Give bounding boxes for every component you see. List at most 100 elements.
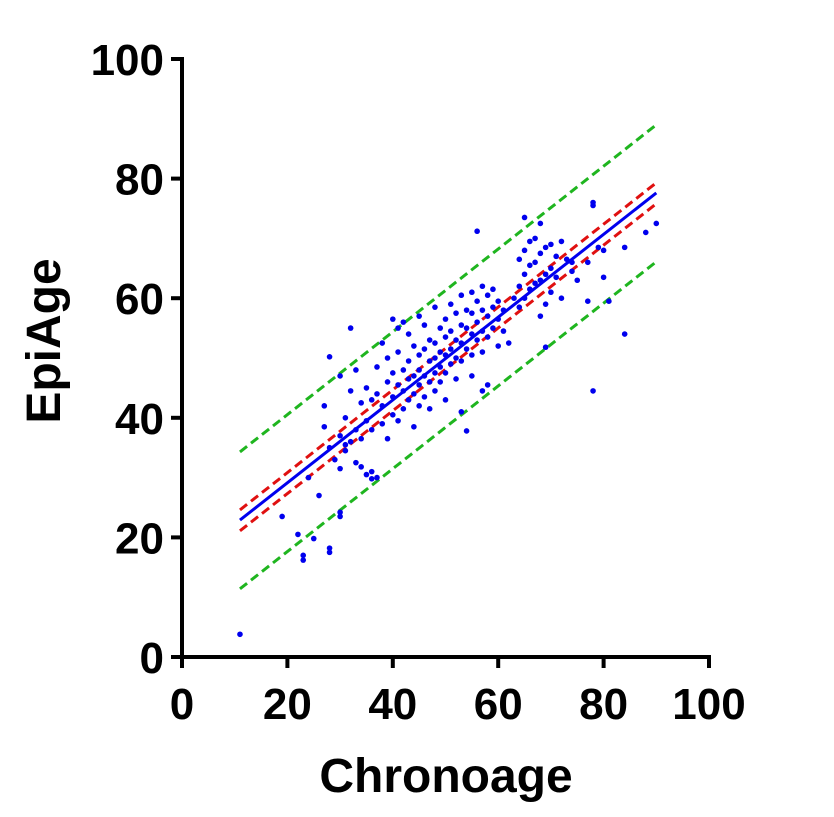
data-point bbox=[584, 298, 591, 304]
data-point bbox=[384, 435, 391, 442]
data-point bbox=[279, 513, 285, 520]
data-point bbox=[326, 444, 333, 451]
y-tick-label: 40 bbox=[115, 395, 164, 444]
data-point bbox=[569, 259, 575, 266]
data-point bbox=[458, 322, 465, 328]
data-point bbox=[426, 337, 433, 343]
data-point bbox=[474, 298, 480, 304]
data-point bbox=[421, 346, 428, 352]
data-point bbox=[590, 388, 596, 394]
data-point bbox=[390, 394, 396, 400]
data-point bbox=[527, 286, 533, 293]
data-point bbox=[411, 343, 417, 349]
data-point bbox=[432, 340, 438, 346]
data-point bbox=[337, 432, 343, 439]
data-point bbox=[447, 328, 454, 334]
data-point bbox=[326, 354, 333, 360]
data-point bbox=[479, 283, 486, 290]
data-point bbox=[463, 325, 470, 331]
data-point bbox=[458, 340, 465, 346]
data-point bbox=[458, 358, 465, 364]
data-point bbox=[553, 253, 559, 260]
data-point bbox=[437, 379, 444, 385]
data-point bbox=[558, 238, 565, 245]
data-point bbox=[437, 364, 444, 370]
data-point bbox=[374, 474, 380, 481]
y-axis-title: EpiAge bbox=[18, 258, 71, 423]
data-point bbox=[416, 403, 422, 409]
data-point bbox=[421, 394, 428, 400]
data-point bbox=[432, 355, 438, 361]
data-point bbox=[321, 423, 328, 430]
data-point bbox=[469, 310, 475, 316]
data-point bbox=[337, 465, 343, 472]
data-point bbox=[469, 373, 475, 379]
confidence-band-lower bbox=[239, 202, 658, 533]
data-point bbox=[411, 391, 417, 397]
data-point bbox=[368, 468, 375, 475]
data-point bbox=[300, 552, 307, 559]
data-point bbox=[379, 340, 386, 346]
data-point bbox=[474, 319, 480, 325]
data-point bbox=[353, 426, 359, 433]
data-point bbox=[337, 513, 343, 520]
data-point bbox=[384, 355, 391, 361]
data-point bbox=[426, 358, 433, 364]
data-point bbox=[447, 361, 454, 367]
ticks: 0 20 40 60 80 100 0 20 40 60 80 100 bbox=[91, 36, 746, 729]
data-point bbox=[453, 310, 459, 316]
data-point bbox=[237, 631, 243, 638]
data-point bbox=[590, 202, 596, 209]
data-point bbox=[421, 322, 428, 328]
data-point bbox=[326, 545, 333, 551]
data-point bbox=[584, 259, 591, 266]
data-point bbox=[542, 244, 549, 251]
data-point bbox=[537, 277, 544, 284]
data-point bbox=[405, 331, 412, 337]
data-point bbox=[347, 438, 354, 445]
data-point bbox=[474, 337, 480, 343]
y-tick-label: 20 bbox=[115, 514, 164, 563]
data-point bbox=[447, 301, 454, 307]
data-point bbox=[321, 403, 328, 409]
data-point bbox=[353, 367, 359, 373]
data-point bbox=[426, 379, 433, 385]
data-point bbox=[505, 340, 512, 346]
data-point bbox=[416, 352, 422, 358]
data-point bbox=[374, 364, 380, 370]
data-point bbox=[453, 355, 459, 361]
data-point bbox=[458, 409, 465, 415]
data-point bbox=[337, 509, 343, 516]
data-point bbox=[521, 214, 528, 221]
data-point bbox=[511, 295, 517, 302]
data-point bbox=[442, 352, 449, 358]
prediction-band-lower bbox=[239, 260, 658, 591]
y-tick-label: 60 bbox=[115, 275, 164, 324]
data-points bbox=[237, 199, 660, 638]
data-point bbox=[495, 298, 502, 304]
data-point bbox=[342, 447, 349, 454]
data-point bbox=[479, 307, 486, 313]
data-point bbox=[490, 304, 496, 310]
data-point bbox=[500, 328, 507, 334]
data-point bbox=[453, 337, 459, 343]
x-tick-label: 80 bbox=[579, 680, 628, 729]
data-point bbox=[437, 349, 444, 355]
x-tick-label: 100 bbox=[672, 680, 745, 729]
data-point bbox=[463, 346, 470, 352]
data-point bbox=[337, 373, 343, 379]
data-point bbox=[569, 268, 575, 275]
data-point bbox=[300, 557, 307, 563]
data-point bbox=[521, 295, 528, 302]
data-point bbox=[305, 474, 312, 481]
data-point bbox=[326, 549, 333, 556]
data-point bbox=[416, 367, 422, 373]
data-point bbox=[558, 295, 565, 302]
data-point bbox=[395, 349, 401, 355]
data-point bbox=[347, 388, 354, 394]
data-point bbox=[379, 420, 386, 427]
data-point bbox=[400, 319, 407, 325]
data-point bbox=[400, 367, 407, 373]
data-point bbox=[416, 382, 422, 388]
data-point bbox=[537, 250, 544, 257]
